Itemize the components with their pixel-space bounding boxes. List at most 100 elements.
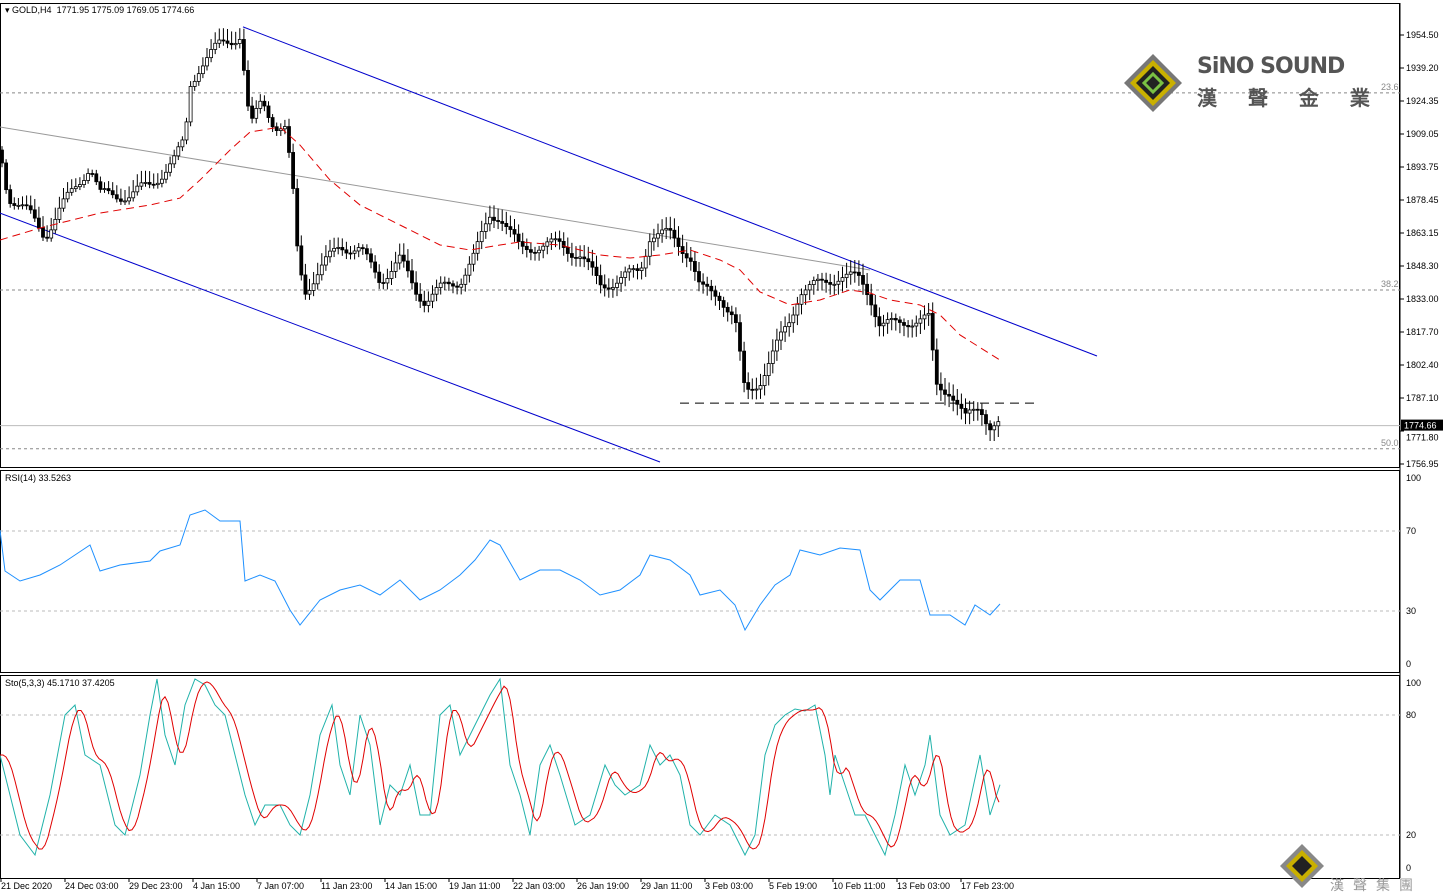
bear-candle: [676, 237, 681, 247]
bear-candle: [344, 249, 349, 254]
bear-candle: [680, 246, 685, 254]
bull-candle: [766, 363, 771, 376]
logo-chinese: 漢 聲 金 業: [1197, 86, 1382, 110]
fib-level-label: 50.0: [1381, 438, 1399, 448]
bull-candle: [139, 182, 144, 187]
sto-tick-label: 20: [1406, 830, 1416, 840]
bear-candle: [602, 284, 607, 289]
bull-candle: [807, 284, 812, 291]
gray-trendline: [0, 126, 871, 271]
bull-candle: [918, 318, 923, 324]
bull-candle: [307, 290, 312, 295]
time-tick-label: 26 Jan 19:00: [577, 881, 629, 891]
bull-candle: [967, 409, 972, 414]
bull-candle: [168, 163, 173, 173]
bear-candle: [4, 162, 8, 191]
bull-candle: [213, 42, 218, 50]
bull-candle: [426, 300, 431, 306]
bull-candle: [430, 293, 435, 302]
bear-candle: [705, 283, 710, 287]
bull-candle: [155, 182, 160, 186]
bear-candle: [287, 126, 291, 153]
diamond-logo-icon: [1280, 844, 1324, 888]
moving-average-line: [0, 126, 1001, 361]
bear-candle: [947, 393, 951, 397]
bull-candle: [127, 197, 131, 202]
bear-candle: [688, 257, 693, 262]
header-label: ▾ GOLD,H4 1771.95 1775.09 1769.05 1774.6…: [5, 5, 194, 16]
bear-candle: [37, 217, 41, 229]
dropdown-triangle-icon[interactable]: ▾: [5, 5, 10, 15]
bull-candle: [664, 228, 669, 231]
bear-candle: [729, 311, 734, 316]
bull-candle: [102, 188, 107, 190]
bear-candle: [45, 236, 49, 239]
bear-candle: [512, 229, 517, 235]
bear-candle: [820, 278, 824, 281]
bear-candle: [934, 349, 939, 385]
bull-candle: [328, 250, 332, 258]
bull-candle: [131, 191, 136, 199]
bear-candle: [959, 403, 964, 409]
price-tick-label: 1848.30: [1406, 261, 1439, 271]
bear-candle: [746, 382, 751, 390]
bear-candle: [984, 414, 988, 425]
bull-candle: [352, 250, 357, 254]
bull-candle: [332, 247, 337, 252]
bull-candle: [237, 39, 242, 44]
time-tick-label: 4 Jan 15:00: [193, 881, 240, 891]
bear-candle: [939, 383, 943, 391]
bull-candle: [770, 350, 775, 364]
bear-candle: [401, 254, 406, 262]
rsi-line: [0, 509, 1001, 632]
panel-frame: [0, 470, 1400, 673]
bull-candle: [356, 247, 361, 252]
bull-candle: [660, 229, 664, 235]
bear-candle: [951, 395, 956, 401]
bear-candle: [455, 285, 460, 288]
bear-candle: [422, 300, 427, 306]
bear-candle: [373, 261, 378, 273]
bull-candle: [123, 200, 127, 203]
bear-candle: [119, 198, 123, 202]
bear-candle: [12, 203, 17, 206]
fib-level-label: 23.6: [1381, 82, 1399, 92]
bear-candle: [586, 258, 591, 263]
sto-signal-line: [0, 681, 1000, 850]
bull-candle: [57, 207, 62, 220]
bear-candle: [270, 117, 275, 128]
bear-candle: [582, 256, 587, 260]
bull-candle: [315, 274, 320, 285]
bull-candle: [643, 255, 648, 269]
bear-candle: [377, 271, 382, 283]
time-tick-label: 19 Jan 11:00: [449, 881, 500, 891]
bear-candle: [41, 227, 45, 238]
sto-tick-label: 80: [1406, 710, 1416, 720]
bull-candle: [200, 65, 205, 75]
bull-candle: [799, 294, 804, 305]
bear-candle: [721, 300, 726, 308]
bull-candle: [627, 268, 632, 273]
bear-candle: [635, 268, 640, 271]
bear-candle: [303, 274, 308, 295]
bull-candle: [233, 43, 238, 46]
price-tick-label: 1909.05: [1406, 129, 1439, 139]
price-tick-label: 1863.15: [1406, 228, 1439, 238]
bull-candle: [463, 274, 468, 285]
bear-candle: [246, 69, 250, 107]
bull-candle: [205, 57, 209, 67]
bear-candle: [340, 247, 345, 251]
bull-candle: [487, 216, 492, 225]
channel-upper-line: [242, 26, 1098, 357]
bear-candle: [930, 313, 935, 351]
bear-candle: [533, 251, 537, 254]
bull-candle: [393, 262, 398, 272]
bull-candle: [623, 271, 628, 278]
bull-candle: [910, 325, 915, 328]
bull-candle: [611, 287, 615, 290]
bull-candle: [758, 385, 763, 390]
bear-candle: [865, 283, 869, 296]
time-tick-label: 24 Dec 03:00: [65, 881, 119, 891]
footer-logo: 漢聲集團: [1278, 842, 1443, 894]
